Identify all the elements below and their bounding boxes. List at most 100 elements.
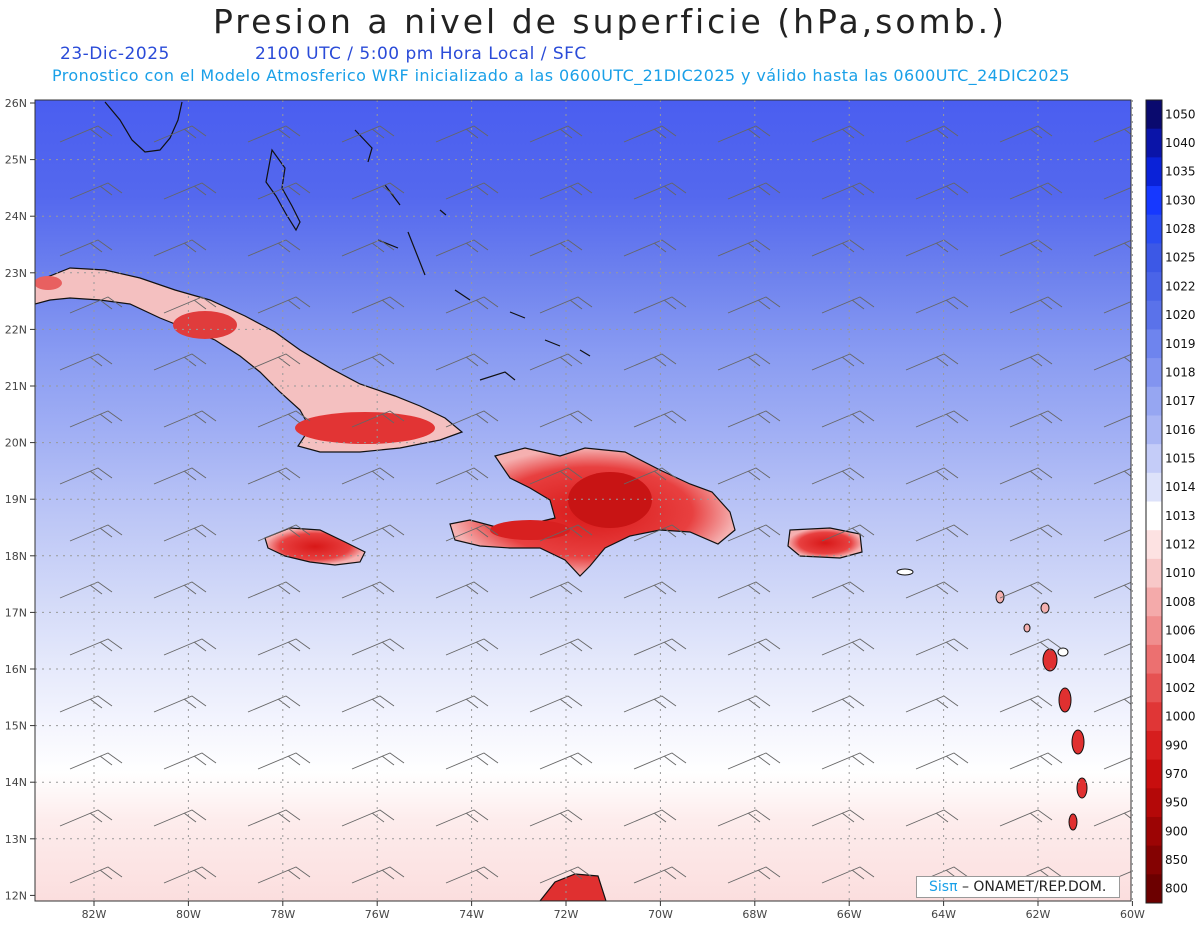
south-america-coast [539, 873, 607, 901]
wind-barb [905, 467, 959, 485]
wind-barb [445, 752, 499, 770]
colorbar-swatch [1146, 730, 1162, 761]
latitude-label: 22N [5, 323, 27, 336]
wind-barb [633, 182, 687, 200]
pressure-colorbar: 1050 1040 1035 1030 1028 1025 1022 1020 1019 1018… [1145, 99, 1196, 904]
wind-barb [1103, 187, 1131, 200]
lat-lon-grid [35, 100, 1133, 901]
colorbar-label: 1000 [1165, 710, 1196, 724]
wind-barb [821, 752, 875, 770]
longitude-label: 60W [1120, 908, 1145, 921]
wind-barb [163, 638, 217, 656]
wind-barb [811, 239, 865, 257]
colorbar-swatch [1146, 100, 1162, 130]
wind-barb [257, 182, 311, 200]
colorbar-label: 1035 [1165, 165, 1196, 179]
colorbar-label: 800 [1165, 882, 1188, 896]
wind-barb [717, 581, 771, 599]
latitude-label: 17N [5, 606, 27, 619]
colorbar-label: 1016 [1165, 423, 1196, 437]
wind-barb [717, 695, 771, 713]
colorbar-label: 1028 [1165, 222, 1196, 236]
wind-barb [59, 353, 113, 371]
colorbar-label: 1017 [1165, 394, 1196, 408]
colorbar-label: 1013 [1165, 509, 1196, 523]
colorbar-swatch [1146, 272, 1162, 302]
andros-outline [265, 148, 301, 232]
wind-barb [351, 296, 405, 314]
colorbar-label: 1002 [1165, 681, 1196, 695]
wind-barb [257, 866, 311, 884]
colorbar-label: 1025 [1165, 251, 1196, 265]
wind-barb [717, 239, 771, 257]
wind-barb [539, 638, 593, 656]
wind-barb [821, 524, 875, 542]
wind-barb [435, 581, 489, 599]
wind-barb [247, 695, 301, 713]
longitude-label: 82W [82, 908, 107, 921]
wind-barb [727, 752, 781, 770]
wind-barb [529, 125, 583, 143]
colorbar-swatch [1146, 874, 1162, 904]
wind-barb [727, 296, 781, 314]
wind-barb [1103, 757, 1131, 770]
wind-barb [915, 182, 969, 200]
wind-barb [257, 638, 311, 656]
wind-barb [59, 809, 113, 827]
wind-barb [445, 638, 499, 656]
wind-barb [1093, 809, 1131, 827]
wind-barb [351, 524, 405, 542]
wind-barb [623, 467, 677, 485]
latitude-label: 21N [5, 380, 27, 393]
latitude-label: 14N [5, 776, 27, 789]
wind-barb [811, 581, 865, 599]
wind-barb [539, 182, 593, 200]
wind-barb [1103, 301, 1131, 314]
wind-barb [623, 353, 677, 371]
wind-barb [539, 296, 593, 314]
colorbar-label: 1022 [1165, 279, 1196, 293]
wind-barb [821, 638, 875, 656]
colorbar-label: 1019 [1165, 337, 1196, 351]
colorbar-swatch [1146, 214, 1162, 244]
jamaica-island [264, 527, 366, 566]
wind-barb [163, 410, 217, 428]
wind-barb [69, 638, 123, 656]
colorbar-swatch [1146, 558, 1162, 589]
wind-barb [163, 752, 217, 770]
wind-barb [727, 410, 781, 428]
wind-barb [59, 695, 113, 713]
wind-barb [69, 182, 123, 200]
wind-barb [341, 809, 395, 827]
wind-barb [445, 182, 499, 200]
colorbar-label: 970 [1165, 767, 1188, 781]
colorbar-swatch [1146, 530, 1162, 560]
wind-barb [821, 410, 875, 428]
wind-barb [717, 125, 771, 143]
wind-barb [529, 581, 583, 599]
colorbar-swatch [1146, 444, 1162, 474]
wind-barb [351, 752, 405, 770]
latitude-label: 15N [5, 720, 27, 733]
florida-outline [104, 101, 183, 153]
wind-barb [153, 695, 207, 713]
wind-barb [341, 695, 395, 713]
wind-barb [153, 581, 207, 599]
forecast-date: 23-Dic-2025 [60, 44, 170, 64]
model-description: Pronostico con el Modelo Atmosferico WRF… [52, 66, 1070, 85]
wind-barb [717, 467, 771, 485]
colorbar-label: 900 [1165, 824, 1188, 838]
wind-barb [247, 467, 301, 485]
wind-barb [341, 125, 395, 143]
wind-barb [247, 353, 301, 371]
wind-barb [727, 638, 781, 656]
colorbar-swatch [1146, 472, 1162, 502]
guadeloupe-island [1042, 648, 1058, 672]
wind-barb [69, 296, 123, 314]
credit-box: Sisπ – ONAMET/REP.DOM. [916, 876, 1120, 898]
longitude-label: 76W [365, 908, 390, 921]
wind-barb [529, 353, 583, 371]
martinique-island [1071, 729, 1085, 755]
longitude-label: 62W [1026, 908, 1051, 921]
wind-barb [727, 524, 781, 542]
